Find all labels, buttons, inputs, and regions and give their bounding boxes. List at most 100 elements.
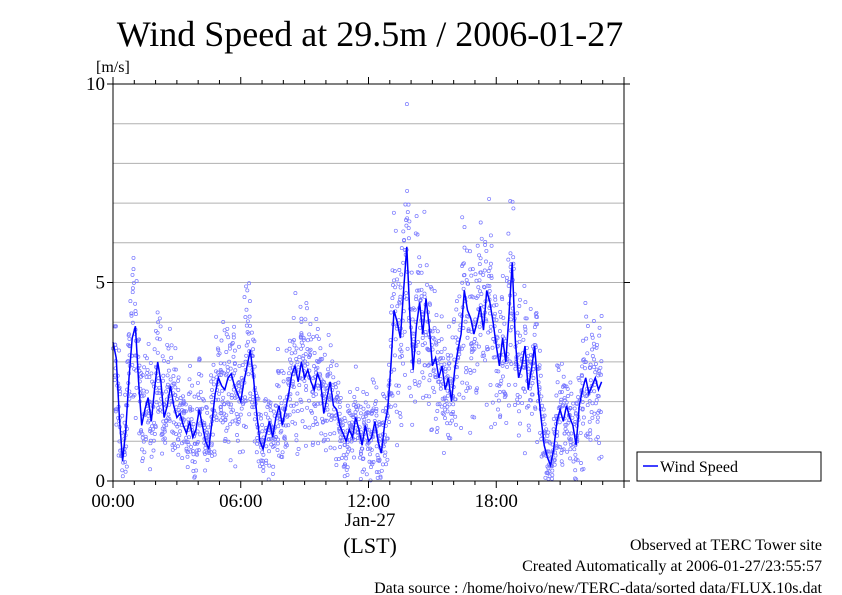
data-point [405, 346, 410, 351]
data-point [237, 363, 242, 368]
data-point [489, 243, 494, 248]
data-point [416, 383, 421, 388]
data-point [555, 380, 560, 385]
data-point [499, 378, 504, 383]
data-point [133, 312, 138, 317]
data-point [573, 476, 578, 481]
data-point [404, 102, 409, 107]
data-point [167, 418, 172, 423]
data-point [505, 364, 510, 369]
data-point [197, 357, 202, 362]
data-point [293, 350, 298, 355]
data-point [522, 451, 527, 456]
data-point [316, 336, 321, 341]
data-point [597, 333, 602, 338]
data-point [340, 455, 344, 460]
data-point [463, 319, 468, 324]
data-point [204, 405, 209, 409]
data-point [445, 421, 450, 426]
data-point [446, 361, 451, 366]
data-point [508, 199, 513, 204]
data-point [562, 431, 567, 436]
data-point [147, 375, 152, 380]
data-point [389, 404, 393, 409]
data-point [587, 399, 592, 404]
data-point [247, 299, 252, 304]
data-point [219, 411, 224, 415]
data-point [142, 450, 147, 455]
data-point [515, 311, 520, 316]
data-point [488, 261, 493, 266]
data-point [568, 447, 573, 452]
data-point [577, 378, 582, 383]
data-point [172, 367, 177, 372]
data-point [378, 475, 383, 480]
data-point [537, 363, 542, 368]
data-point [443, 369, 448, 374]
data-point [551, 427, 556, 432]
data-point [235, 433, 239, 437]
data-point [150, 424, 154, 429]
data-point [170, 447, 175, 452]
data-point [382, 453, 387, 458]
data-point [206, 449, 211, 454]
data-point [485, 344, 490, 349]
data-point [385, 457, 390, 462]
data-point [597, 408, 602, 413]
data-point [275, 382, 280, 387]
data-point [418, 297, 423, 302]
data-point [156, 391, 161, 395]
data-point [412, 378, 417, 383]
legend-label: Wind Speed [660, 459, 738, 476]
data-point [559, 459, 564, 464]
data-point [476, 285, 481, 290]
data-point [295, 451, 300, 456]
data-point [290, 339, 295, 344]
data-point [450, 418, 454, 423]
data-point [298, 397, 303, 402]
data-point [404, 291, 409, 296]
data-point [530, 381, 535, 386]
data-point [222, 439, 227, 443]
data-point [392, 269, 397, 274]
series-line-wind-speed [112, 246, 603, 468]
data-point [584, 314, 589, 319]
data-point [291, 385, 296, 390]
data-point [426, 347, 431, 352]
data-point [432, 390, 437, 395]
data-point [307, 355, 312, 359]
data-point [399, 246, 404, 251]
data-point [539, 394, 544, 399]
data-point [312, 351, 317, 355]
data-point [127, 343, 132, 348]
data-point [348, 389, 352, 394]
data-point [417, 255, 422, 260]
data-point [393, 403, 398, 408]
data-point [399, 349, 404, 354]
data-point [171, 420, 176, 425]
data-point [477, 324, 482, 329]
data-point [500, 363, 505, 368]
data-point [558, 400, 563, 405]
data-point [185, 440, 190, 445]
data-point [576, 395, 581, 400]
data-point [426, 401, 431, 406]
data-point [156, 320, 161, 325]
data-point [542, 413, 547, 418]
data-point [584, 336, 589, 341]
data-point [590, 335, 595, 340]
data-point [303, 363, 308, 368]
data-point [439, 337, 444, 342]
data-point [595, 415, 600, 420]
data-point [173, 367, 178, 372]
data-point [275, 448, 280, 452]
data-point [262, 398, 267, 403]
data-point [167, 416, 172, 421]
data-point [485, 347, 490, 352]
data-point [476, 344, 481, 349]
data-point [370, 410, 375, 415]
data-point [252, 364, 257, 369]
data-point [218, 361, 223, 366]
data-point [430, 329, 435, 334]
data-point [281, 379, 286, 384]
